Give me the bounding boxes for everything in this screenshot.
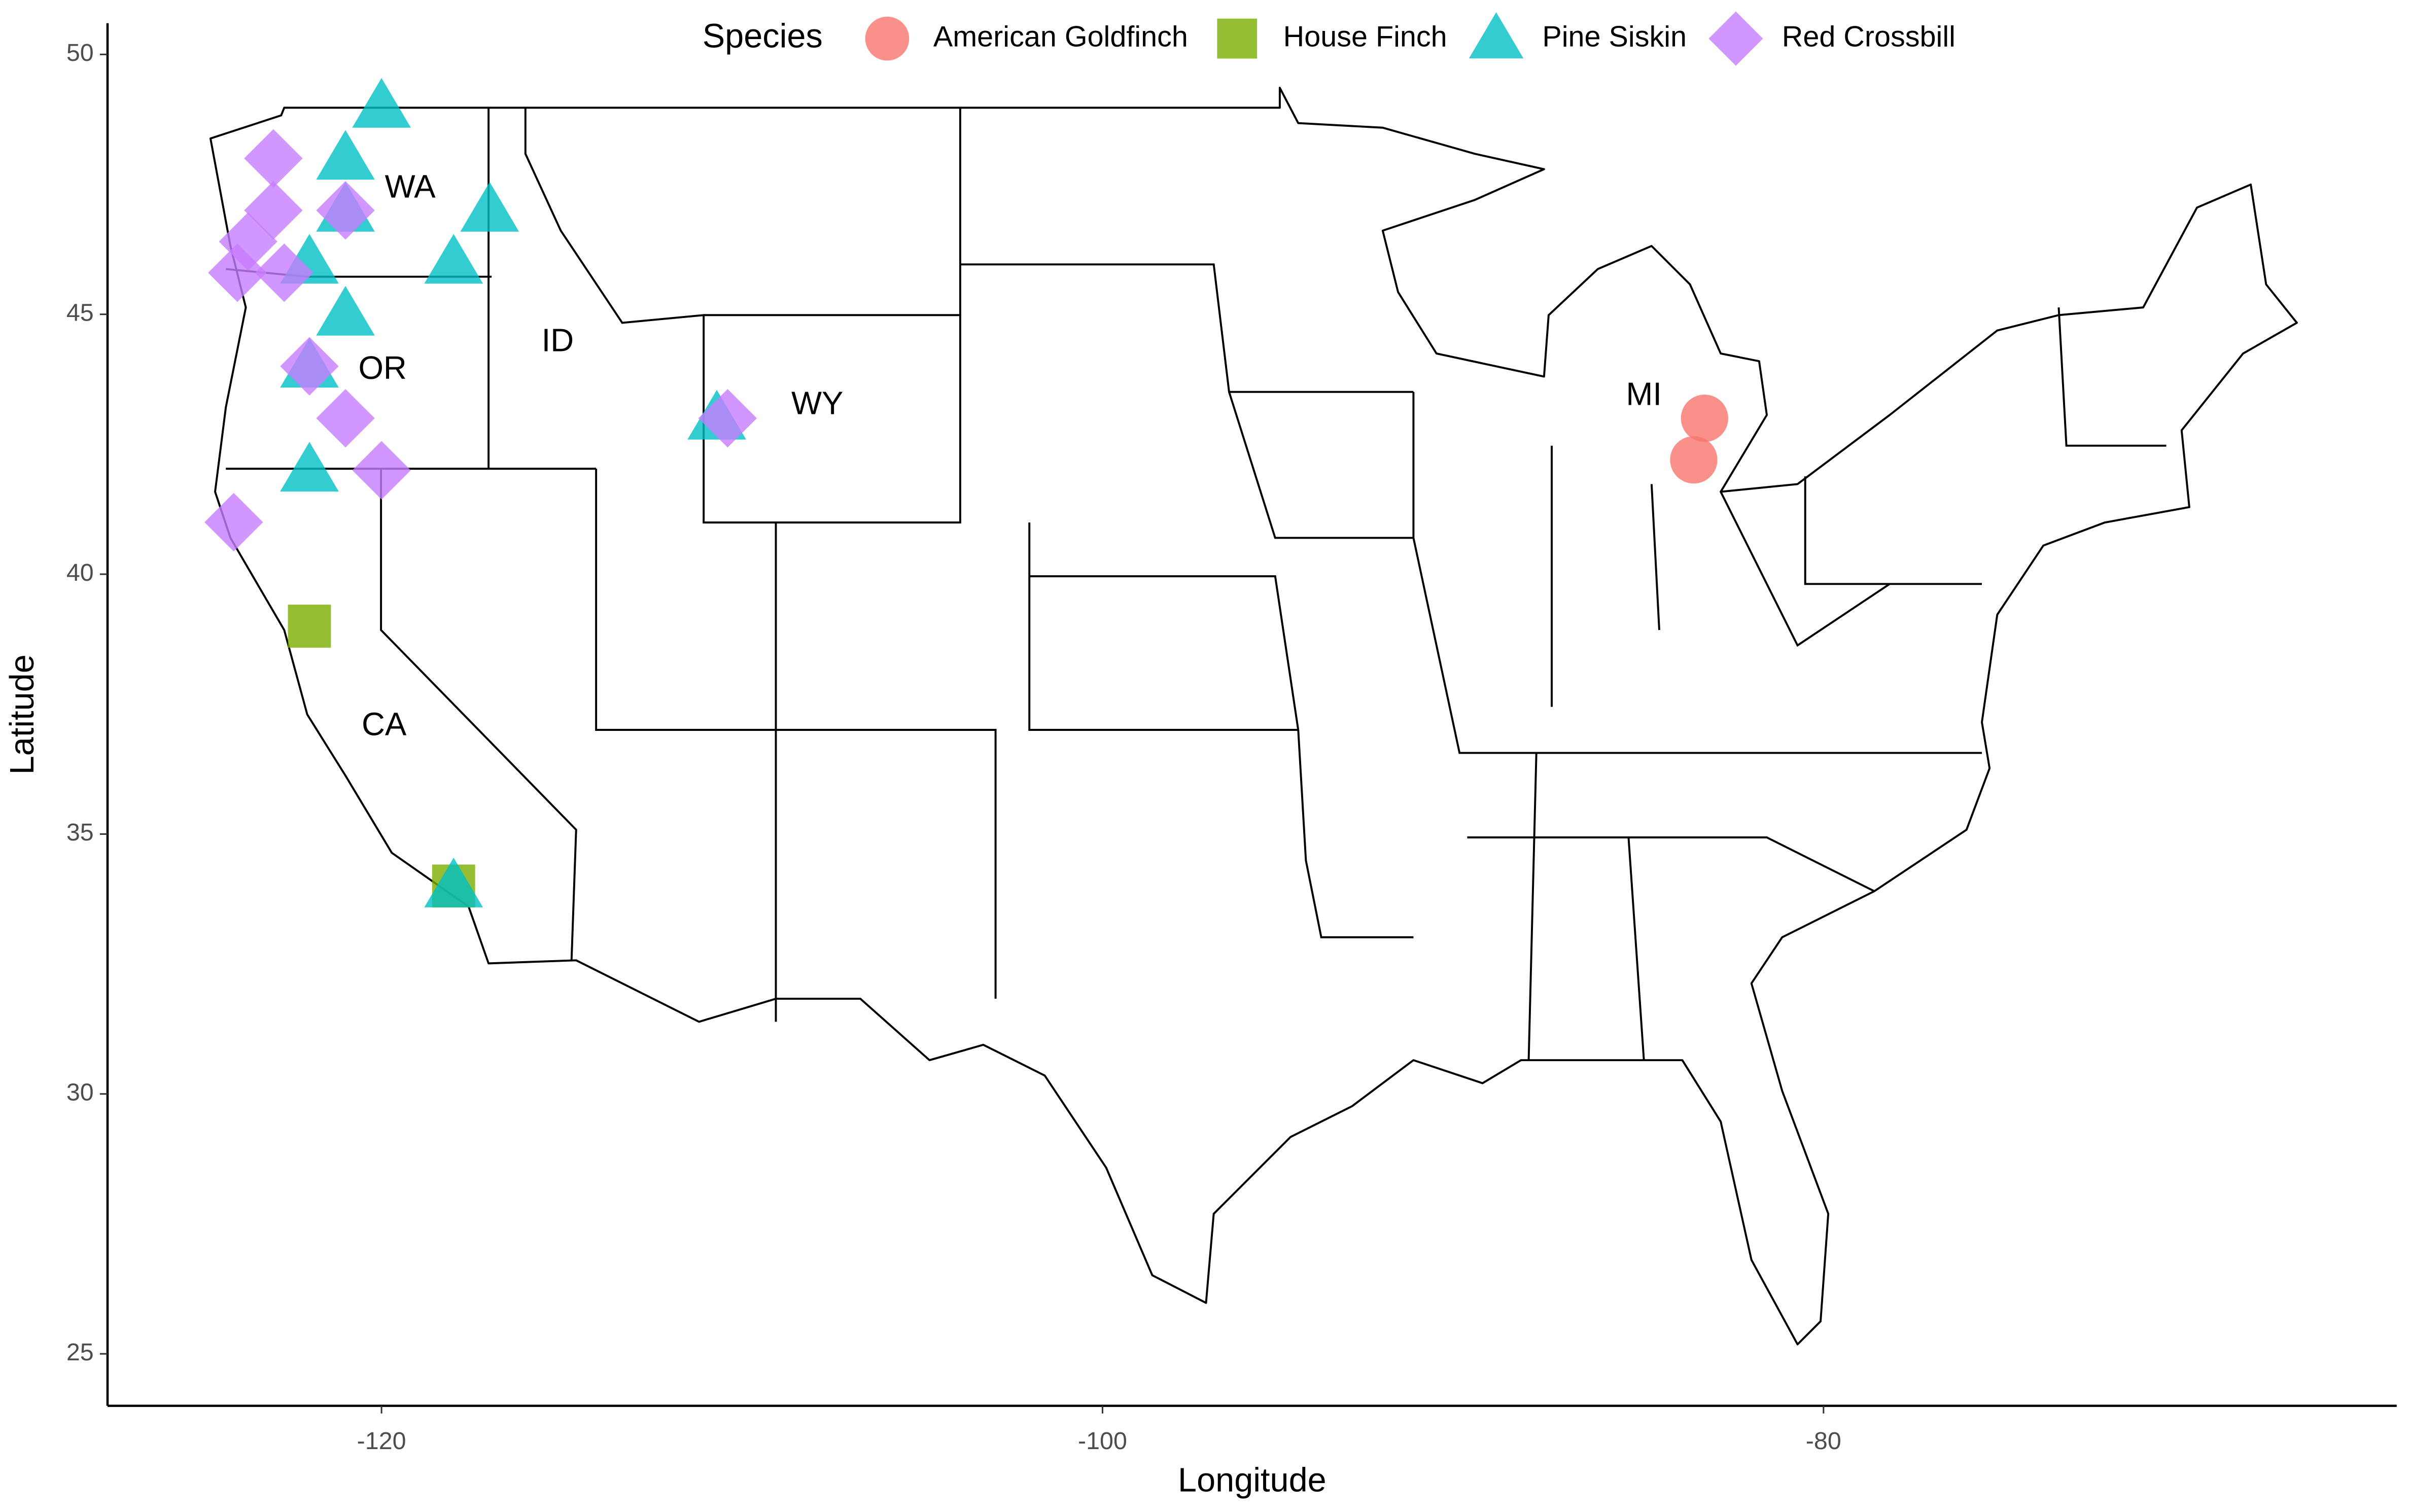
us-outline (209, 87, 2298, 1346)
point (1217, 18, 1258, 59)
point (424, 234, 483, 284)
state-label: CA (362, 707, 407, 743)
legend-item: Red Crossbill (1708, 11, 1956, 66)
legend-label: Pine Siskin (1542, 20, 1687, 53)
point (460, 182, 519, 232)
y-tick-label: 50 (66, 39, 94, 66)
point (316, 286, 375, 336)
y-axis-title: Latitude (4, 654, 41, 775)
point (280, 442, 339, 492)
state-label: ID (542, 323, 574, 359)
y-tick-label: 25 (66, 1339, 94, 1366)
point (288, 605, 331, 648)
y-tick-label: 35 (66, 819, 94, 846)
x-tick-label: -80 (1806, 1427, 1841, 1455)
legend-item: House Finch (1217, 18, 1447, 59)
point (1670, 436, 1718, 484)
point (204, 493, 263, 552)
x-axis-title: Longitude (1178, 1462, 1326, 1499)
point (424, 857, 483, 907)
point (1708, 11, 1763, 66)
legend-label: American Goldfinch (933, 20, 1188, 53)
point (208, 243, 267, 302)
x-tick-label: -120 (357, 1427, 406, 1455)
point (1469, 12, 1524, 59)
us-map (209, 87, 2298, 1346)
y-tick-label: 30 (66, 1079, 94, 1106)
point (352, 78, 411, 128)
point (1681, 394, 1728, 442)
legend-label: House Finch (1283, 20, 1447, 53)
state-label: WY (791, 385, 843, 421)
y-tick-label: 45 (66, 299, 94, 326)
state-label: WA (385, 169, 436, 205)
y-tick-label: 40 (66, 559, 94, 586)
legend: Species American Goldfinch House Finch Pine… (703, 11, 1956, 66)
point (352, 441, 411, 500)
point (316, 130, 375, 180)
legend-title: Species (703, 18, 823, 55)
legend-item: Pine Siskin (1469, 12, 1687, 59)
state-label: MI (1626, 376, 1662, 412)
x-tick-label: -100 (1078, 1427, 1127, 1455)
state-label: OR (358, 350, 406, 386)
legend-item: American Goldfinch (865, 16, 1188, 61)
legend-label: Red Crossbill (1782, 20, 1956, 53)
point (865, 16, 910, 61)
